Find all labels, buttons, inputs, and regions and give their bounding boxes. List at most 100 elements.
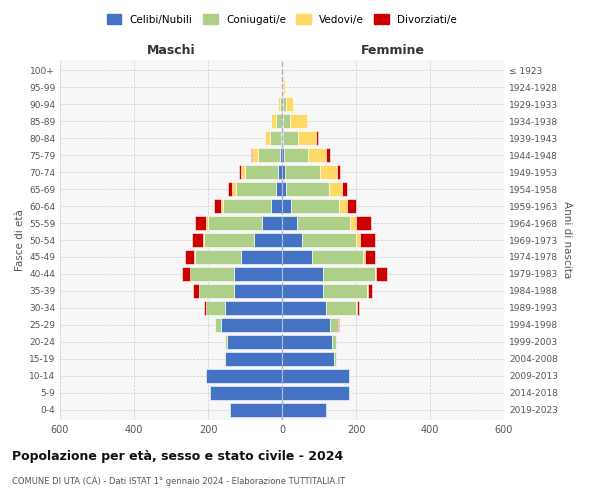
Bar (282, 250, 311, 264)
Bar (326, 148, 330, 162)
Bar (284, 148, 308, 162)
Bar (280, 97, 282, 111)
Bar (323, 284, 367, 298)
Bar (342, 182, 347, 196)
Bar (374, 267, 376, 281)
Bar (282, 335, 332, 349)
Bar (278, 97, 280, 111)
Bar (323, 267, 374, 281)
Bar (282, 182, 286, 196)
Bar (262, 216, 282, 230)
Bar (326, 301, 356, 315)
Bar (290, 114, 307, 128)
Bar (193, 284, 199, 298)
Text: COMUNE DI UTA (CA) - Dati ISTAT 1° gennaio 2024 - Elaborazione TUTTITALIA.IT: COMUNE DI UTA (CA) - Dati ISTAT 1° genna… (12, 478, 345, 486)
Bar (234, 284, 282, 298)
Bar (297, 216, 350, 230)
Bar (208, 216, 262, 230)
Bar (337, 318, 338, 332)
Bar (291, 199, 340, 213)
Bar (271, 114, 277, 128)
Bar (286, 97, 293, 111)
Bar (281, 131, 282, 145)
Y-axis label: Fasce di età: Fasce di età (15, 209, 25, 271)
Bar (195, 216, 206, 230)
Bar (311, 250, 364, 264)
Bar (223, 199, 271, 213)
Bar (285, 165, 320, 179)
Bar (230, 403, 282, 417)
Bar (340, 199, 347, 213)
Bar (254, 233, 282, 247)
Bar (320, 165, 337, 179)
Bar (214, 199, 221, 213)
Bar (283, 114, 290, 128)
Bar (282, 97, 283, 111)
Bar (239, 165, 241, 179)
Bar (334, 352, 335, 366)
Bar (282, 216, 297, 230)
Bar (245, 165, 278, 179)
Bar (357, 301, 359, 315)
Bar (282, 318, 330, 332)
Bar (270, 131, 281, 145)
Bar (265, 131, 270, 145)
Bar (241, 165, 245, 179)
Bar (215, 318, 221, 332)
Bar (281, 80, 282, 94)
Bar (329, 182, 342, 196)
Bar (278, 165, 282, 179)
Bar (368, 284, 371, 298)
Bar (192, 233, 203, 247)
Legend: Celibi/Nubili, Coniugati/e, Vedovi/e, Divorziati/e: Celibi/Nubili, Coniugati/e, Vedovi/e, Di… (103, 10, 461, 29)
Bar (356, 216, 371, 230)
Bar (185, 250, 194, 264)
Bar (337, 165, 340, 179)
Bar (277, 114, 282, 128)
Bar (195, 250, 241, 264)
Bar (298, 131, 316, 145)
Bar (308, 148, 326, 162)
Bar (241, 250, 282, 264)
Bar (227, 335, 282, 349)
Bar (364, 250, 365, 264)
Bar (206, 301, 224, 315)
Bar (332, 335, 335, 349)
Bar (204, 301, 206, 315)
Text: Popolazione per età, sesso e stato civile - 2024: Popolazione per età, sesso e stato civil… (12, 450, 343, 463)
Bar (282, 63, 283, 77)
Bar (282, 267, 323, 281)
Bar (206, 369, 282, 383)
Bar (251, 148, 253, 162)
Bar (199, 284, 234, 298)
Bar (302, 233, 356, 247)
Bar (282, 80, 283, 94)
Bar (282, 131, 283, 145)
Bar (283, 80, 285, 94)
Bar (282, 301, 326, 315)
Bar (282, 199, 291, 213)
Bar (356, 301, 357, 315)
Bar (283, 131, 298, 145)
Bar (190, 267, 234, 281)
Bar (282, 148, 284, 162)
Bar (367, 284, 368, 298)
Bar (283, 97, 286, 111)
Bar (282, 403, 326, 417)
Bar (338, 318, 339, 332)
Bar (182, 267, 190, 281)
Bar (282, 352, 334, 366)
Bar (253, 148, 258, 162)
Bar (282, 233, 302, 247)
Bar (280, 148, 282, 162)
Bar (282, 284, 323, 298)
Bar (271, 199, 282, 213)
Bar (206, 216, 208, 230)
Bar (224, 335, 227, 349)
Bar (203, 233, 204, 247)
Bar (221, 199, 223, 213)
Text: Maschi: Maschi (146, 44, 196, 58)
Bar (330, 318, 337, 332)
Bar (347, 199, 356, 213)
Bar (229, 182, 232, 196)
